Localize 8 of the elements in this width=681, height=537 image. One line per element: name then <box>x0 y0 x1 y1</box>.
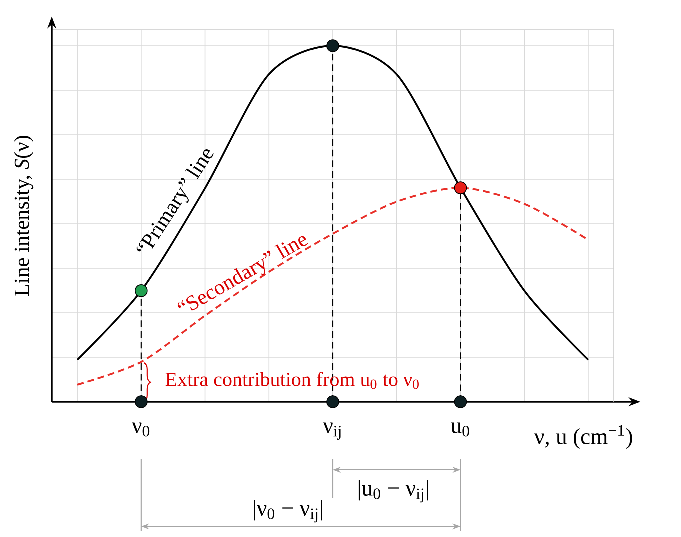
text: |u$_{0}$ − ν$_{ij}$| <box>358 480 428 503</box>
x-tick-label: ν$_{0}$ <box>132 422 150 437</box>
annotation: Extra contribution from u$_{0}$ to ν$_{0}$ <box>166 372 419 390</box>
x-tick-label: ν$_{ij}$ <box>323 422 341 440</box>
text: |ν$_{0}$ − ν$_{ij}$| <box>254 500 322 523</box>
y-axis-title: Line intensity, S(ν) <box>14 136 34 296</box>
x-tick-label: u$_{0}$ <box>451 422 470 437</box>
x-axis-title: ν, u (cm$^{−1}$) <box>534 425 632 450</box>
